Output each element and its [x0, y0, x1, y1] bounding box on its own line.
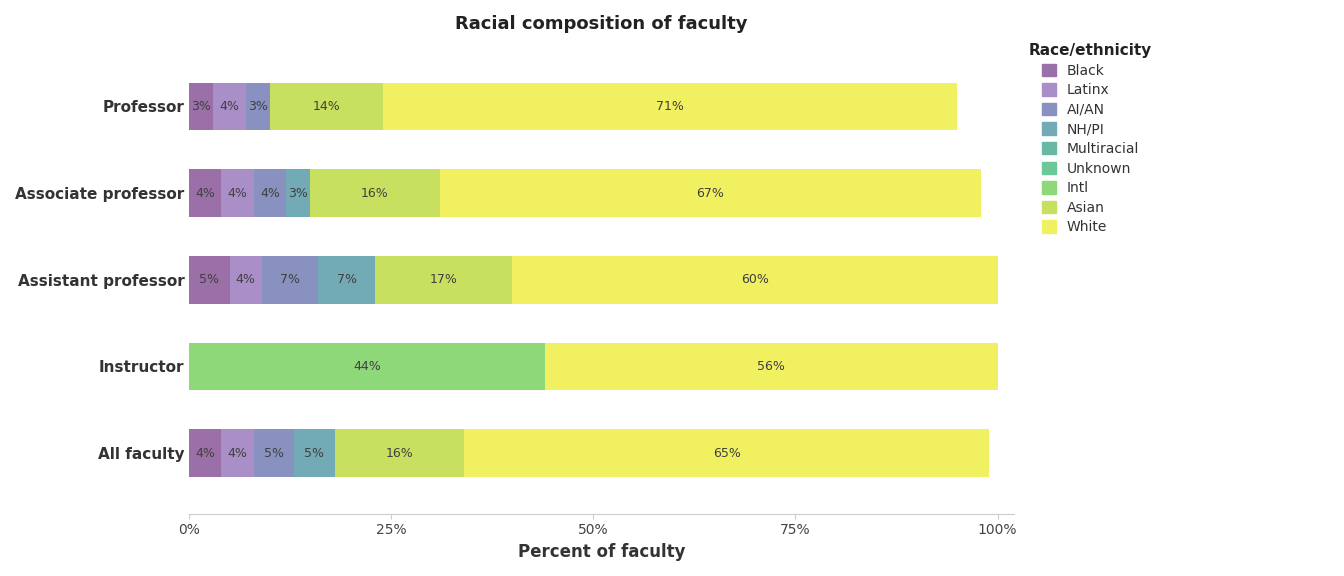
Text: 7%: 7%: [337, 273, 356, 286]
Bar: [439, 169, 981, 217]
Text: 4%: 4%: [195, 446, 215, 460]
Bar: [270, 82, 383, 130]
Bar: [335, 429, 464, 477]
Text: 4%: 4%: [227, 446, 247, 460]
Text: 3%: 3%: [191, 100, 211, 113]
Bar: [544, 343, 997, 390]
Text: 65%: 65%: [712, 446, 741, 460]
Text: 5%: 5%: [263, 446, 284, 460]
Bar: [246, 82, 270, 130]
Text: 4%: 4%: [219, 100, 239, 113]
Text: 17%: 17%: [430, 273, 458, 286]
Text: 3%: 3%: [247, 100, 267, 113]
Bar: [254, 429, 294, 477]
Text: 4%: 4%: [259, 187, 280, 199]
Bar: [310, 169, 439, 217]
Bar: [262, 256, 319, 304]
Text: 4%: 4%: [195, 187, 215, 199]
Legend: Black, Latinx, AI/AN, NH/PI, Multiracial, Unknown, Intl, Asian, White: Black, Latinx, AI/AN, NH/PI, Multiracial…: [1030, 43, 1152, 234]
Bar: [190, 429, 222, 477]
Bar: [254, 169, 286, 217]
Text: 5%: 5%: [304, 446, 324, 460]
Text: 4%: 4%: [235, 273, 255, 286]
Text: 16%: 16%: [362, 187, 388, 199]
Text: 14%: 14%: [313, 100, 340, 113]
Bar: [214, 82, 246, 130]
Bar: [190, 256, 230, 304]
Text: 3%: 3%: [289, 187, 308, 199]
Bar: [375, 256, 512, 304]
Text: 44%: 44%: [353, 360, 380, 373]
Bar: [512, 256, 997, 304]
Bar: [222, 169, 254, 217]
Bar: [294, 429, 335, 477]
Text: 16%: 16%: [386, 446, 413, 460]
X-axis label: Percent of faculty: Percent of faculty: [517, 543, 685, 561]
Bar: [230, 256, 262, 304]
Bar: [222, 429, 254, 477]
Bar: [383, 82, 957, 130]
Text: 5%: 5%: [199, 273, 219, 286]
Text: 4%: 4%: [227, 187, 247, 199]
Text: 71%: 71%: [656, 100, 684, 113]
Text: 67%: 67%: [696, 187, 724, 199]
Text: 56%: 56%: [757, 360, 785, 373]
Bar: [319, 256, 375, 304]
Bar: [190, 343, 544, 390]
Bar: [464, 429, 989, 477]
Bar: [286, 169, 310, 217]
Bar: [190, 82, 214, 130]
Bar: [190, 169, 222, 217]
Text: 60%: 60%: [741, 273, 769, 286]
Title: Racial composition of faculty: Racial composition of faculty: [456, 15, 747, 33]
Text: 7%: 7%: [280, 273, 300, 286]
